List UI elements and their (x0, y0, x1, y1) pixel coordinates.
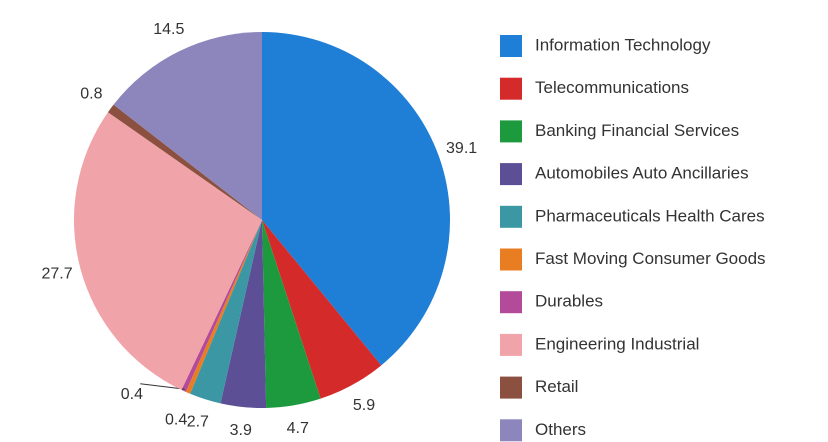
legend-label: Automobiles Auto Ancillaries (535, 164, 749, 183)
data-label: 0.4 (121, 386, 143, 403)
data-label: 0.8 (80, 85, 102, 102)
data-label: 0.4 (165, 412, 187, 429)
data-label: 4.7 (287, 420, 309, 437)
pie-slice (190, 220, 262, 404)
pie-slice (185, 220, 262, 394)
data-label: 39.1 (446, 140, 477, 157)
legend-swatch (500, 291, 522, 314)
pie-slice (220, 220, 267, 408)
data-label: 3.9 (230, 422, 252, 439)
legend-swatch (500, 419, 522, 442)
pie-slice (262, 220, 382, 399)
legend-swatch (500, 333, 522, 356)
legend-swatch (500, 77, 522, 100)
data-label: 5.9 (353, 397, 375, 414)
legend-label: Telecommunications (535, 78, 689, 97)
pie-slice (107, 104, 262, 220)
legend-swatch (500, 35, 522, 57)
pie-slice (113, 32, 263, 220)
pie-slice (262, 32, 450, 366)
data-label: 27.7 (41, 265, 72, 282)
pie-slice (262, 220, 321, 408)
data-label: 14.5 (153, 21, 184, 38)
data-label: 2.7 (187, 413, 209, 430)
legend-swatch (500, 120, 522, 143)
legend-label: Fast Moving Consumer Goods (535, 249, 766, 268)
legend-swatch (500, 248, 522, 271)
legend-swatch (500, 163, 522, 186)
legend-label: Durables (535, 292, 603, 311)
legend-label: Others (535, 420, 586, 439)
pie-slice (181, 220, 262, 392)
legend-label: Retail (535, 377, 578, 396)
legend-label: Engineering Industrial (535, 334, 699, 353)
legend-label: Banking Financial Services (535, 121, 739, 140)
legend-label: Information Technology (535, 35, 711, 54)
legend-swatch (500, 376, 522, 399)
pie-slice (74, 112, 263, 390)
legend-swatch (500, 205, 522, 228)
legend-label: Pharmaceuticals Health Cares (535, 206, 765, 225)
leader-line (140, 383, 185, 390)
